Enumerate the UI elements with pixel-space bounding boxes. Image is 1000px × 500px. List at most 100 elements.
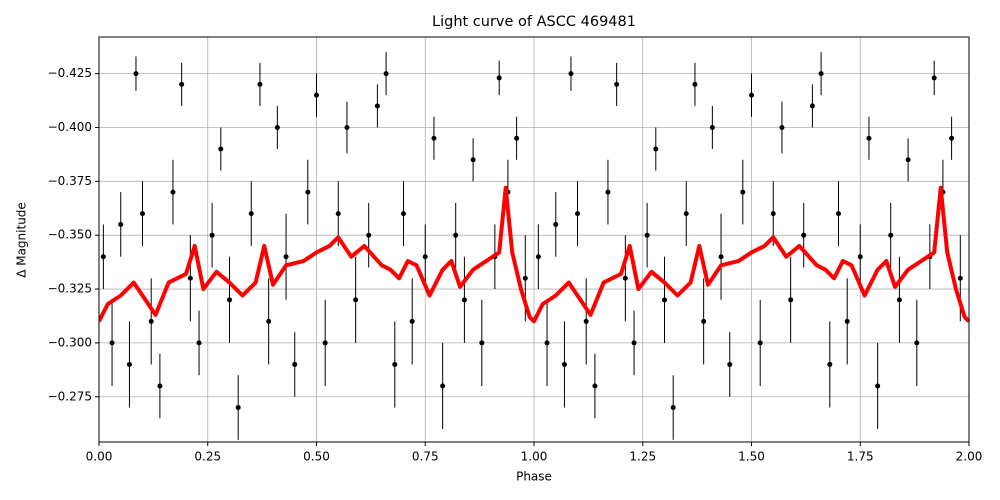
data-point (100, 254, 106, 260)
data-point (749, 92, 754, 98)
data-point (827, 361, 833, 367)
data-point (779, 124, 785, 130)
data-point (170, 189, 176, 195)
data-point (788, 297, 794, 303)
data-point (218, 146, 224, 152)
data-point (605, 189, 611, 195)
data-point (875, 383, 881, 389)
data-point (335, 211, 341, 217)
x-tick-label: 1.50 (738, 450, 765, 464)
data-point (592, 383, 598, 389)
data-point (401, 211, 406, 217)
data-point (931, 75, 937, 81)
data-point (109, 340, 115, 346)
y-tick-label: −0.375 (48, 174, 92, 188)
data-point (196, 340, 202, 346)
y-tick-label: −0.275 (48, 389, 92, 403)
y-tick-label: −0.350 (48, 228, 92, 242)
data-point (866, 135, 872, 141)
data-point (157, 383, 163, 389)
data-point (470, 157, 476, 163)
x-axis-label: Phase (516, 470, 552, 484)
data-point (227, 297, 232, 303)
x-tick-label: 1.75 (847, 450, 874, 464)
plot-frame (98, 36, 970, 443)
data-point (914, 340, 920, 346)
data-point (496, 75, 502, 81)
data-point (727, 361, 733, 367)
data-point (148, 318, 154, 324)
x-tick-label: 0.75 (412, 450, 439, 464)
data-point (568, 71, 574, 77)
x-tick-label: 0.00 (86, 450, 113, 464)
data-point (187, 275, 193, 281)
data-point (431, 135, 437, 141)
data-point (801, 232, 807, 238)
data-point (622, 275, 628, 281)
data-point (422, 254, 428, 260)
data-point (857, 254, 863, 260)
data-point (583, 318, 589, 324)
data-point (631, 340, 637, 346)
data-point (461, 297, 467, 303)
y-tick-label: −0.425 (48, 66, 92, 80)
data-point (683, 211, 689, 217)
data-point (314, 92, 319, 98)
x-tick-label: 0.50 (303, 450, 330, 464)
data-point (409, 318, 415, 324)
data-point (896, 297, 902, 303)
data-point (718, 254, 724, 260)
x-tick-label: 1.00 (521, 450, 548, 464)
data-point (535, 254, 541, 260)
data-point (266, 318, 272, 324)
data-point (353, 297, 359, 303)
data-point (374, 103, 380, 109)
data-point (133, 71, 139, 77)
data-point (248, 211, 254, 217)
data-point (235, 405, 241, 411)
data-point (614, 81, 620, 87)
data-point (818, 71, 824, 77)
y-tick-label: −0.400 (48, 120, 92, 134)
data-point (905, 157, 911, 163)
data-point (514, 135, 520, 141)
axes: 0.00 0.25 0.50 0.75 1.00 1.25 1.50 1.75 2.00 −0.4… (48, 66, 983, 463)
data-point (544, 340, 550, 346)
data-point (670, 405, 676, 411)
data-point (692, 81, 698, 87)
data-point (179, 81, 185, 87)
data-point (283, 254, 289, 260)
data-point (344, 124, 350, 130)
data-point (709, 124, 715, 130)
data-point (553, 221, 559, 227)
data-point (575, 211, 580, 217)
trend-line (99, 185, 969, 324)
data-point (957, 275, 963, 281)
data-point (392, 361, 398, 367)
data-point (757, 340, 763, 346)
data-point (836, 211, 841, 217)
y-axis-label: Δ Magnitude (15, 202, 29, 278)
data-point (366, 232, 372, 238)
data-point (440, 383, 446, 389)
data-point (844, 318, 850, 324)
data-point (305, 189, 311, 195)
plot-area (99, 52, 969, 440)
data-point (740, 189, 746, 195)
data-point (888, 232, 894, 238)
data-point (118, 221, 124, 227)
data-point (561, 361, 567, 367)
x-tick-label: 2.00 (956, 450, 983, 464)
data-point (209, 232, 215, 238)
data-point (809, 103, 815, 109)
x-tick-label: 1.25 (629, 450, 656, 464)
data-point (701, 318, 707, 324)
data-point (479, 340, 485, 346)
data-point (653, 146, 659, 152)
y-tick-label: −0.300 (48, 335, 92, 349)
data-point (140, 211, 145, 217)
data-point (662, 297, 667, 303)
data-point (274, 124, 280, 130)
y-tick-label: −0.325 (48, 282, 92, 296)
